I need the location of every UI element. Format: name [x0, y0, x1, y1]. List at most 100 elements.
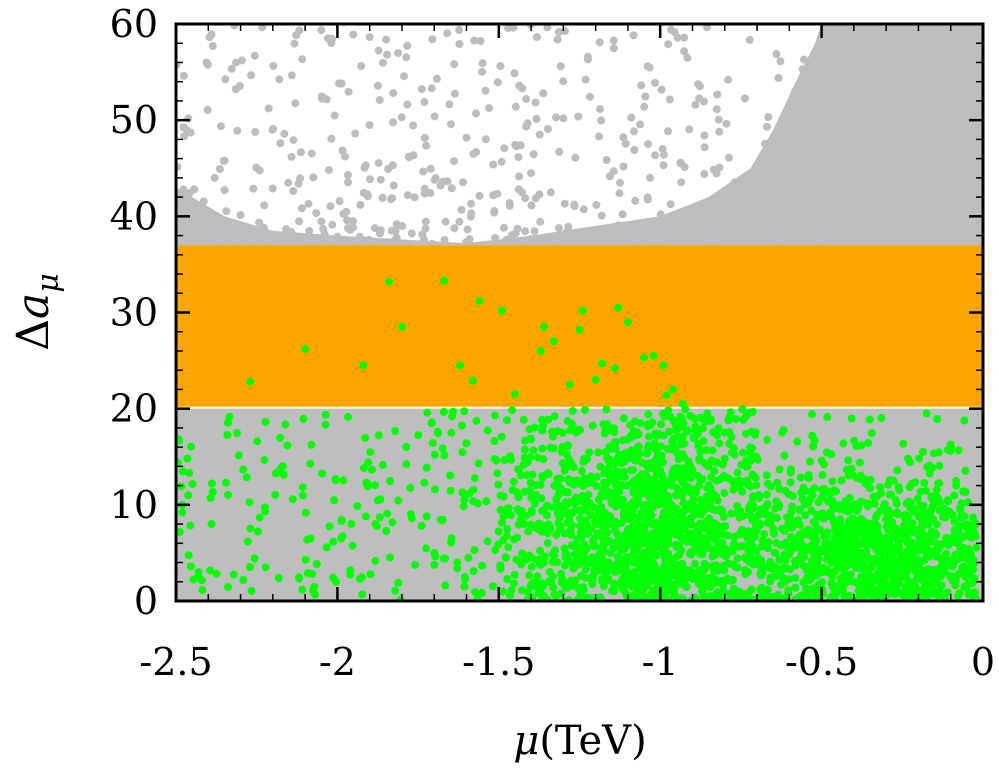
- data-point: [260, 503, 269, 512]
- data-point: [339, 476, 348, 485]
- data-point: [469, 485, 478, 494]
- data-point: [720, 454, 729, 463]
- data-point: [755, 161, 764, 170]
- data-point: [223, 490, 232, 499]
- data-point: [443, 177, 452, 186]
- data-point: [804, 499, 813, 508]
- data-point: [700, 170, 709, 178]
- data-point: [913, 574, 922, 583]
- data-point: [441, 217, 450, 226]
- data-point: [394, 496, 403, 505]
- data-point: [280, 129, 289, 138]
- data-point: [255, 166, 264, 175]
- data-point: [517, 471, 525, 480]
- data-point: [353, 502, 362, 511]
- data-point: [378, 460, 387, 469]
- data-point: [727, 183, 736, 192]
- data-point: [719, 530, 728, 539]
- data-point: [850, 536, 859, 545]
- data-point: [183, 454, 192, 463]
- data-point: [828, 477, 837, 486]
- data-point: [518, 84, 527, 93]
- data-point: [860, 533, 869, 542]
- data-point: [552, 592, 561, 600]
- data-point: [731, 562, 740, 571]
- data-point: [440, 451, 449, 460]
- data-point: [806, 575, 815, 584]
- data-point: [541, 552, 549, 561]
- data-point: [692, 504, 700, 513]
- data-point: [743, 533, 751, 542]
- data-point: [905, 589, 914, 598]
- data-point: [574, 112, 583, 121]
- data-point: [527, 435, 535, 444]
- data-point: [422, 512, 431, 521]
- data-point: [358, 590, 367, 599]
- data-point: [539, 89, 548, 98]
- data-point: [555, 487, 564, 496]
- data-point: [908, 519, 917, 528]
- data-point: [610, 526, 619, 535]
- data-point: [438, 444, 447, 453]
- data-point: [491, 233, 500, 242]
- data-point: [385, 553, 394, 562]
- data-point: [789, 143, 797, 152]
- data-point: [777, 580, 785, 589]
- data-point: [535, 190, 544, 199]
- data-point: [562, 488, 571, 497]
- data-point: [798, 93, 807, 102]
- data-point: [438, 515, 447, 524]
- data-point: [786, 478, 795, 487]
- data-point: [666, 412, 675, 421]
- data-point: [865, 415, 874, 424]
- data-point: [661, 500, 670, 509]
- data-point: [643, 548, 652, 557]
- data-point: [321, 420, 330, 429]
- data-point: [630, 146, 639, 154]
- data-point: [590, 559, 599, 568]
- data-point: [766, 577, 775, 586]
- data-point: [745, 222, 754, 231]
- data-point: [470, 36, 479, 45]
- data-point: [523, 471, 531, 480]
- data-point: [427, 84, 436, 93]
- data-point: [950, 517, 959, 526]
- data-point: [527, 520, 536, 529]
- data-point: [376, 495, 385, 504]
- data-point: [762, 238, 771, 247]
- data-point: [841, 575, 849, 583]
- data-point: [644, 422, 653, 431]
- data-point: [703, 577, 712, 586]
- data-point: [617, 459, 626, 468]
- data-point: [632, 585, 641, 594]
- data-point: [535, 130, 544, 139]
- data-point: [348, 541, 357, 550]
- data-point: [275, 75, 284, 84]
- data-point: [294, 179, 303, 188]
- data-point: [740, 94, 749, 103]
- data-point: [725, 589, 734, 598]
- data-point: [876, 536, 885, 545]
- data-point: [679, 476, 688, 485]
- data-point: [287, 152, 296, 161]
- data-point: [779, 150, 788, 158]
- data-point: [777, 566, 786, 574]
- data-point: [530, 227, 539, 236]
- data-point: [791, 583, 800, 592]
- data-point: [264, 104, 273, 113]
- data-point: [561, 561, 570, 570]
- data-point: [818, 471, 827, 480]
- data-point: [576, 426, 584, 434]
- data-point: [899, 562, 908, 571]
- data-point: [662, 587, 671, 596]
- data-point: [762, 223, 770, 232]
- data-point: [711, 506, 720, 515]
- data-point: [629, 518, 638, 527]
- data-point: [524, 527, 533, 536]
- data-point: [680, 210, 689, 219]
- data-point: [661, 481, 670, 490]
- data-point: [261, 563, 270, 572]
- data-point: [420, 478, 429, 487]
- data-point: [282, 225, 291, 234]
- data-point: [869, 591, 878, 600]
